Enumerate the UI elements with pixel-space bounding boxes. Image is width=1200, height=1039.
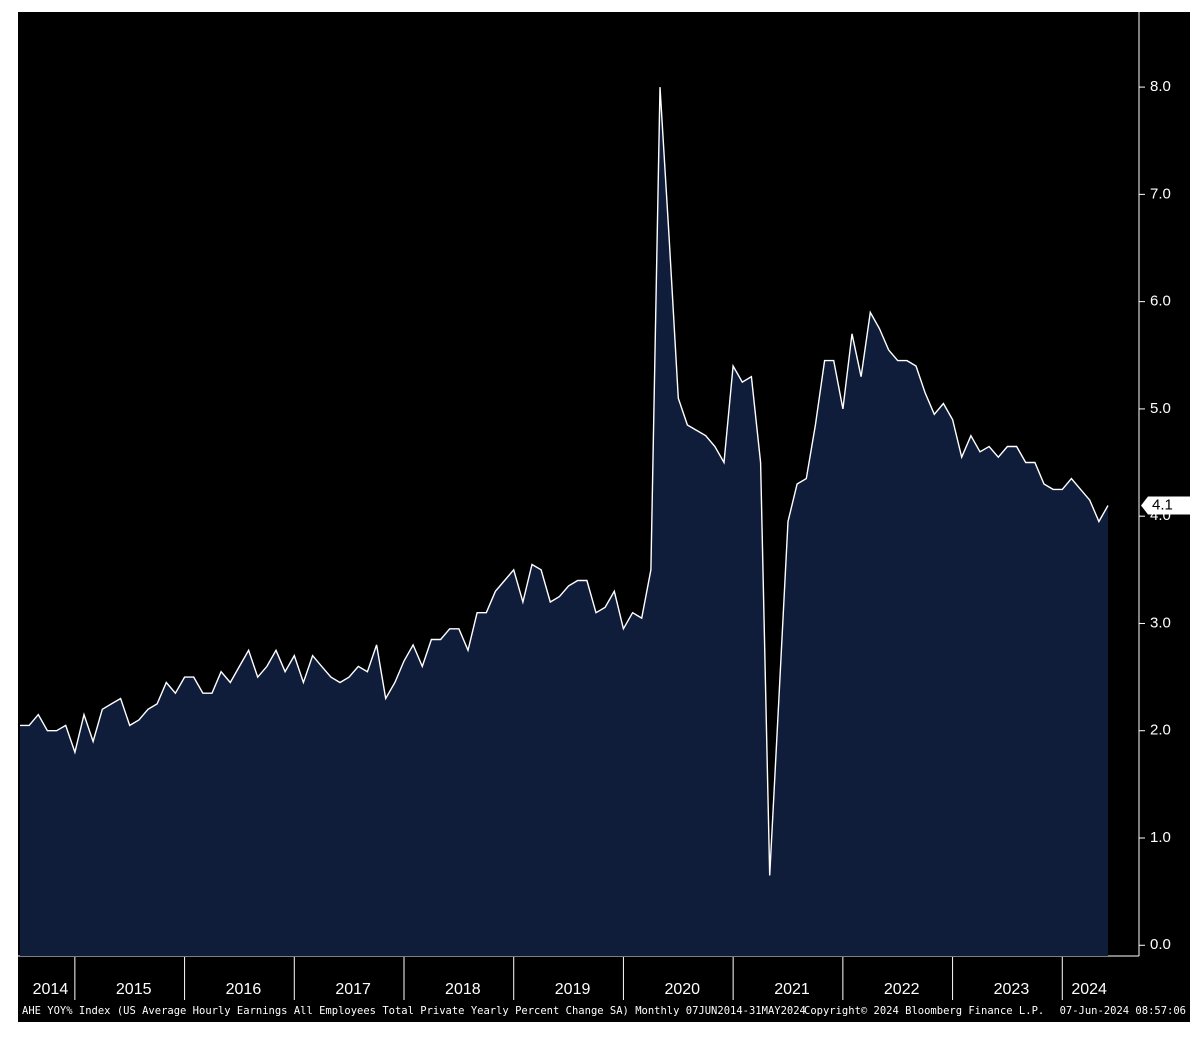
y-tick-label: 6.0 [1150, 293, 1171, 310]
y-tick-label: 2.0 [1150, 722, 1171, 739]
x-tick-label: 2016 [226, 981, 262, 998]
footer-timestamp: 07-Jun-2024 08:57:06 [1060, 1005, 1186, 1017]
last-value-label: 4.1 [1152, 496, 1173, 513]
line [20, 87, 1109, 876]
footer-copyright: Copyright© 2024 Bloomberg Finance L.P. [804, 1005, 1044, 1017]
x-tick-label: 2019 [555, 981, 591, 998]
footer-source: AHE YOY% Index (US Average Hourly Earnin… [22, 1005, 806, 1017]
x-tick-label: 2018 [445, 981, 481, 998]
y-tick-label: 1.0 [1150, 829, 1171, 846]
area-fill [20, 87, 1108, 957]
y-tick-label: 3.0 [1150, 614, 1171, 631]
x-tick-label: 2024 [1071, 981, 1107, 998]
x-tick-label: 2021 [774, 981, 810, 998]
x-tick-label: 2020 [664, 981, 700, 998]
x-tick-label: 2014 [33, 981, 69, 998]
y-tick-label: 5.0 [1150, 400, 1171, 417]
y-tick-label: 7.0 [1150, 185, 1171, 202]
x-tick-label: 2023 [994, 981, 1030, 998]
x-tick-label: 2022 [884, 981, 920, 998]
x-tick-label: 2017 [335, 981, 371, 998]
x-tick-label: 2015 [116, 981, 152, 998]
y-tick-label: 0.0 [1150, 936, 1171, 953]
y-tick-label: 8.0 [1150, 78, 1171, 95]
last-value-tag [1141, 496, 1190, 515]
